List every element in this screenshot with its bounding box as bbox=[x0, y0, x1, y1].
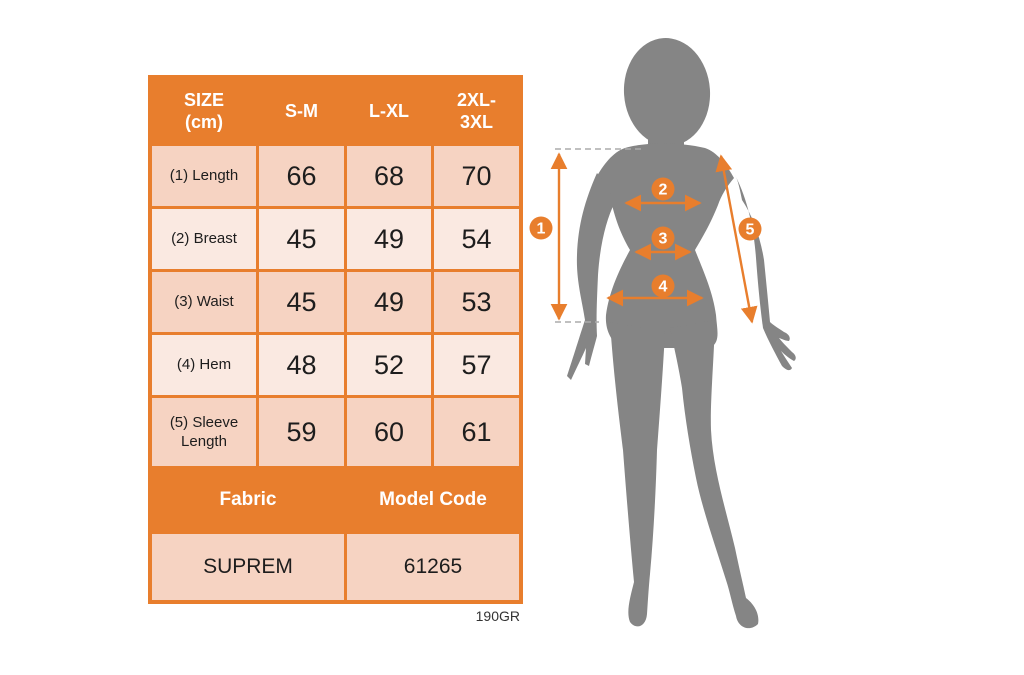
row-label-hem: (4) Hem bbox=[152, 335, 256, 395]
badge-2-circle bbox=[651, 177, 675, 201]
column-header-s-m: S-M bbox=[259, 79, 344, 143]
badge-2-label: 2 bbox=[659, 182, 668, 199]
sleeve-measure-arrow bbox=[715, 154, 758, 324]
model-code-value: 61265 bbox=[347, 534, 519, 600]
column-header-2xl-3xl: 2XL-3XL bbox=[434, 79, 519, 143]
column-header-l-xl: L-XL bbox=[347, 79, 431, 143]
value-waist-lxl: 49 bbox=[347, 272, 431, 332]
value-breast-sm: 45 bbox=[259, 209, 344, 269]
female-body-silhouette-svg: 1 2 3 4 5 bbox=[529, 38, 796, 629]
value-hem-sm: 48 bbox=[259, 335, 344, 395]
model-code-header: Model Code bbox=[347, 469, 519, 531]
value-sleeve-2xl3xl: 61 bbox=[434, 398, 519, 466]
badge-5-label: 5 bbox=[746, 222, 755, 239]
badge-4-circle bbox=[651, 274, 675, 298]
weight-note: 190GR bbox=[475, 608, 520, 624]
row-label-waist: (3) Waist bbox=[152, 272, 256, 332]
badge-5-circle bbox=[738, 217, 762, 241]
size-chart-table: SIZE (cm) S-M L-XL 2XL-3XL (1) Length 66… bbox=[148, 75, 523, 604]
badge-4-label: 4 bbox=[659, 279, 668, 296]
value-length-lxl: 68 bbox=[347, 146, 431, 206]
badge-3-circle bbox=[651, 226, 675, 250]
value-hem-lxl: 52 bbox=[347, 335, 431, 395]
value-length-2xl3xl: 70 bbox=[434, 146, 519, 206]
value-breast-2xl3xl: 54 bbox=[434, 209, 519, 269]
left-leg-shape bbox=[610, 322, 665, 627]
fabric-value: SUPREM bbox=[152, 534, 344, 600]
column-header-size: SIZE (cm) bbox=[152, 79, 256, 143]
head-shape bbox=[623, 38, 711, 146]
badge-3-label: 3 bbox=[659, 231, 668, 248]
row-label-sleeve-length: (5) Sleeve Length bbox=[152, 398, 256, 466]
value-sleeve-lxl: 60 bbox=[347, 398, 431, 466]
value-waist-2xl3xl: 53 bbox=[434, 272, 519, 332]
right-leg-shape bbox=[670, 320, 759, 629]
value-waist-sm: 45 bbox=[259, 272, 344, 332]
value-hem-2xl3xl: 57 bbox=[434, 335, 519, 395]
badge-1-label: 1 bbox=[537, 221, 546, 238]
value-breast-lxl: 49 bbox=[347, 209, 431, 269]
badge-1-circle bbox=[529, 216, 553, 240]
right-arm-shape bbox=[735, 175, 796, 371]
fabric-header: Fabric bbox=[152, 469, 344, 531]
row-label-breast: (2) Breast bbox=[152, 209, 256, 269]
female-silhouette bbox=[567, 38, 796, 629]
row-label-length: (1) Length bbox=[152, 146, 256, 206]
value-sleeve-sm: 59 bbox=[259, 398, 344, 466]
left-arm-shape bbox=[567, 173, 615, 380]
size-guide-figure: 1 2 3 4 5 bbox=[525, 30, 815, 642]
value-length-sm: 66 bbox=[259, 146, 344, 206]
